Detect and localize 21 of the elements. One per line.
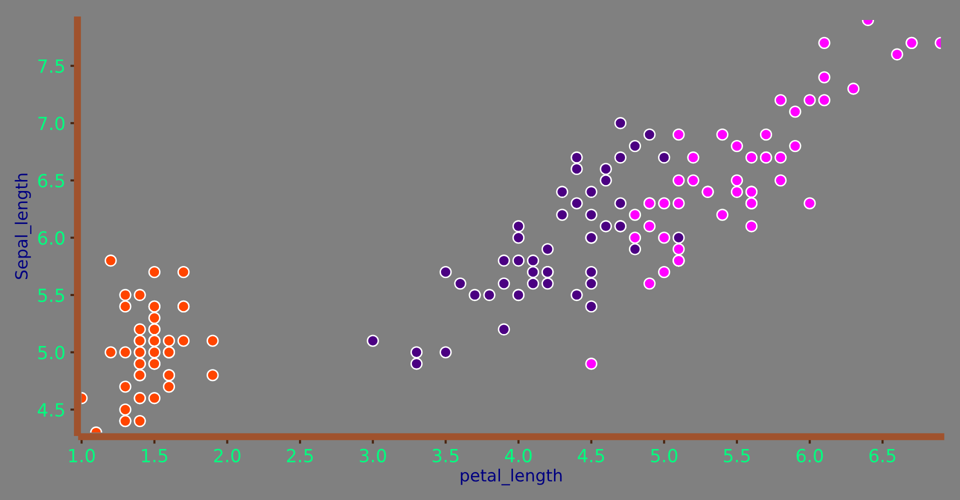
x-tick-label: 4.5 (578, 449, 604, 462)
y-tick-label: 7.5 (38, 60, 64, 73)
x-tick-label: 6.0 (796, 448, 823, 462)
y-tick-label: 6.0 (38, 231, 64, 245)
x-tick-label: 5.0 (651, 448, 678, 462)
x-tick-label: 6.5 (869, 448, 896, 462)
y-tick-label: 4.5 (38, 403, 64, 417)
x-tick-label: 1.0 (69, 448, 95, 462)
x-tick-label: 2.0 (214, 448, 240, 462)
x-axis-title: petal_length (460, 468, 562, 486)
x-tick-label: 3.5 (432, 448, 458, 462)
x-tick-label: 2.5 (287, 448, 313, 462)
y-tick-label: 7.0 (38, 116, 64, 130)
y-axis-title: Sepal_length (14, 174, 32, 280)
y-tick-label: 6.5 (38, 174, 64, 188)
y-tick-label: 5.5 (38, 288, 64, 302)
x-tick-label: 5.5 (724, 449, 750, 462)
x-tick-label: 1.5 (142, 449, 168, 462)
y-tick-label: 5.0 (38, 346, 64, 360)
x-tick-label: 3.0 (360, 448, 386, 462)
x-tick-label: 4.0 (505, 448, 532, 462)
